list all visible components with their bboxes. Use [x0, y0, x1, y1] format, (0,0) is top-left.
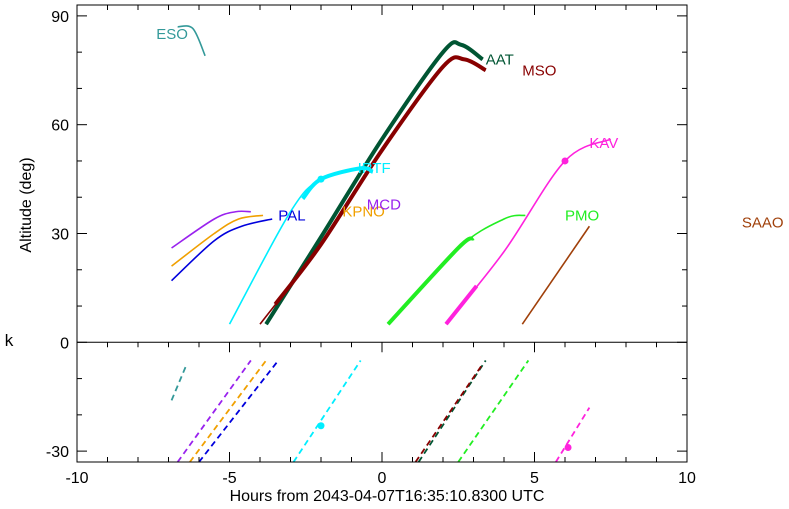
pmo-label: PMO [565, 207, 599, 224]
mcd-label: MCD [367, 196, 401, 213]
series-mso: MSO [259, 55, 556, 463]
kav-observable-segment [444, 284, 479, 326]
irtf-lower-marker [317, 422, 325, 430]
pmo-observable-segment [386, 236, 475, 326]
mcd-lower-dashed-line [176, 359, 252, 463]
kav-label: KAV [589, 135, 618, 152]
eso-lower-dashed-line [170, 363, 188, 401]
aat-observable-segment [264, 40, 484, 326]
pmo-lower-dashed-line [457, 359, 530, 463]
x-axis-title: Hours from 2043-04-07T16:35:10.8300 UTC [230, 488, 545, 505]
y-tick-label: 60 [51, 118, 69, 135]
x-tick-label: 0 [378, 470, 387, 487]
kav-lower-dashed-line [555, 407, 591, 463]
y-tick-label: 0 [60, 335, 69, 352]
x-tick-label: 5 [530, 470, 539, 487]
series-pal: PAL [171, 207, 306, 463]
pal-label: PAL [278, 207, 305, 224]
kav-marker [561, 157, 569, 165]
irtf-lower-dashed-line [292, 359, 362, 463]
mcd-altitude-line [171, 210, 251, 249]
series-kpno: KPNO [171, 204, 385, 463]
saao-altitude-line [521, 225, 591, 325]
series-saao: SAAO [521, 215, 784, 325]
y-tick-label: 30 [51, 227, 69, 244]
mso-lower-dashed-line [414, 363, 484, 463]
y-tick-label: 90 [51, 9, 69, 26]
eso-label: ESO [156, 26, 188, 43]
saao-label: SAAO [742, 215, 784, 232]
eso-altitude-line [177, 25, 206, 57]
kpno-lower-dashed-line [189, 359, 267, 463]
horizon-label: k [4, 331, 14, 350]
series-pmo: PMO [386, 207, 599, 463]
series-aat: AAT [264, 40, 514, 463]
series-eso: ESO [156, 25, 206, 401]
plot-frame [76, 4, 688, 463]
series-kav: KAV [444, 135, 618, 463]
series-mcd: MCD [171, 196, 401, 463]
aat-altitude-line [265, 41, 484, 325]
kav-lower-marker [564, 443, 572, 451]
pal-lower-dashed-line [198, 359, 280, 463]
axes-layer: -10 -5 0 5 10 -30 0 30 60 90 [46, 4, 696, 487]
x-tick-label: -5 [222, 470, 236, 487]
mso-altitude-line [259, 56, 487, 325]
irtf-label: IRTF [358, 160, 391, 177]
y-tick-label: -30 [46, 444, 69, 461]
y-axis-title: Altitude (deg) [18, 157, 35, 252]
mso-label: MSO [522, 62, 556, 79]
aat-label: AAT [486, 51, 514, 68]
series-irtf: IRTF [228, 160, 391, 463]
x-tick-label: -10 [65, 470, 88, 487]
kpno-altitude-line [171, 214, 264, 267]
kpno-label: KPNO [342, 204, 385, 221]
mso-observable-segment [273, 55, 487, 306]
pal-altitude-line [171, 218, 273, 282]
irtf-marker [317, 175, 325, 183]
x-tick-label: 10 [678, 470, 696, 487]
irtf-observable-segment [301, 166, 374, 201]
